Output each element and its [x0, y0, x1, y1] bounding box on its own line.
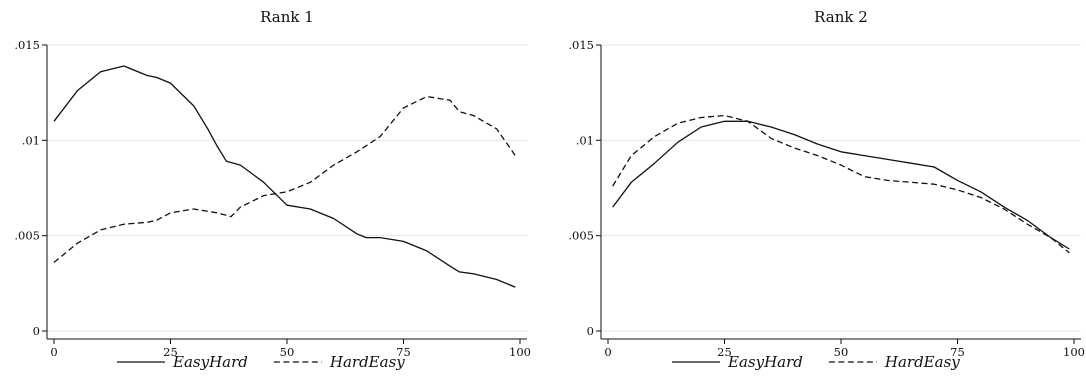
x-tick-label: 0	[50, 345, 57, 359]
legend-label-hardeasy: HardEasy	[329, 353, 405, 371]
legend-label-easyhard: EasyHard	[172, 353, 248, 371]
chart-title: Rank 1	[260, 8, 314, 26]
y-tick-label: .015	[568, 38, 594, 52]
legend-label-easyhard: EasyHard	[727, 353, 803, 371]
y-tick-label: .005	[14, 229, 40, 243]
y-tick-label: .01	[576, 133, 594, 147]
x-tick-label: 100	[509, 345, 531, 359]
y-tick-label: 0	[587, 324, 594, 338]
y-tick-label: 0	[33, 324, 40, 338]
x-tick-label: 100	[1063, 345, 1085, 359]
chart-title: Rank 2	[814, 8, 868, 26]
legend-label-hardeasy: HardEasy	[884, 353, 960, 371]
y-tick-label: .015	[14, 38, 40, 52]
x-tick-label: 0	[604, 345, 611, 359]
series-line-easyhard	[54, 66, 515, 287]
y-tick-label: .01	[22, 133, 40, 147]
series-line-hardeasy	[613, 116, 1070, 253]
y-tick-label: .005	[568, 229, 594, 243]
series-line-hardeasy	[54, 97, 515, 263]
x-tick-label: 50	[834, 345, 849, 359]
x-tick-label: 50	[280, 345, 295, 359]
